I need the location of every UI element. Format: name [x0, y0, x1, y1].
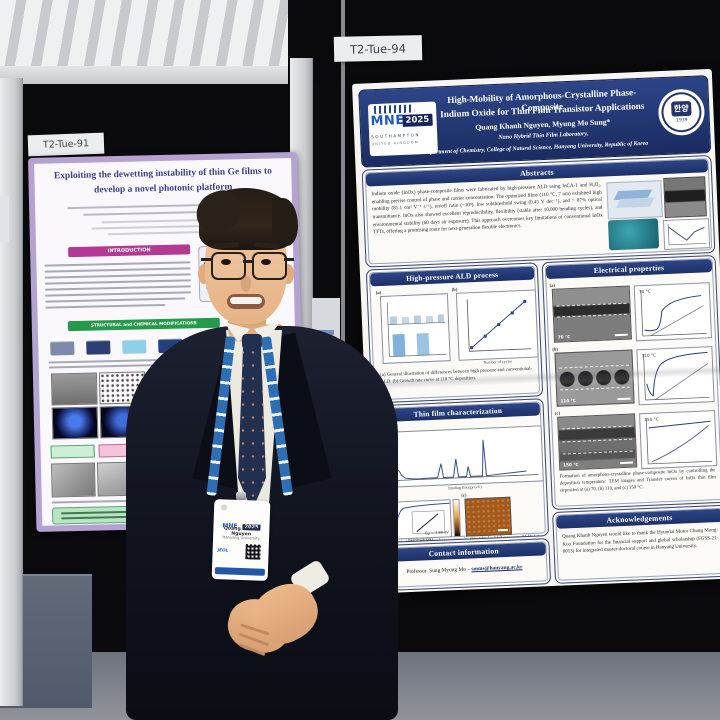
badge-affiliation: Hanyang University — [222, 534, 260, 541]
tie-knot — [242, 334, 262, 349]
badge-hole — [221, 504, 228, 511]
transfer-svg — [643, 351, 710, 401]
hair-side-right — [272, 198, 298, 246]
ald-bar-charts — [379, 293, 451, 364]
growth-svg — [466, 299, 532, 352]
transfer-curve-110: 110 °C — [636, 346, 715, 406]
board-edge-strip — [341, 0, 345, 652]
glasses-lens-left — [211, 252, 246, 280]
glasses-lens-right — [252, 252, 287, 280]
glasses-bridge — [243, 260, 252, 263]
wall-poster-fragment — [0, 196, 9, 242]
tie — [238, 346, 266, 511]
growth-rate-chart — [455, 289, 539, 361]
badge-sponsor-jeol: JEOL — [217, 547, 229, 553]
mini-graph-svg — [667, 223, 706, 246]
transfer-curve-150: 150 °C — [639, 410, 718, 470]
transfer-curve-70: 70 °C — [633, 282, 712, 342]
abstract-mini-graph — [662, 218, 711, 251]
badge-clip — [236, 492, 246, 500]
conference-badge: MNE 2025 Quang Khanh Nguyen Hanyang Univ… — [211, 499, 271, 581]
transfer-svg — [640, 290, 707, 337]
section-abstracts: Abstracts Indium oxide (InOx) phase-comp… — [361, 155, 716, 268]
section-electrical: Electrical properties (a) 70 °C 70 °C (b… — [541, 254, 720, 510]
eye-right — [261, 259, 271, 265]
mouth-smile — [227, 294, 265, 309]
teeth — [230, 296, 262, 304]
transfer-svg — [645, 417, 713, 465]
ceiling-panels — [0, 0, 312, 68]
nose — [241, 276, 251, 292]
ald-bars-svg — [386, 302, 447, 358]
section-thin-film: Thin film characterization (a) Intensity… — [371, 398, 550, 544]
badge-role-bar — [215, 567, 265, 576]
glasses-temple-right — [284, 258, 294, 261]
eye-left — [221, 259, 231, 265]
right-poster: MNE 2025 SOUTHAMPTON UNITED KINGDOM 한양 1… — [352, 68, 720, 594]
badge-qr-code — [245, 544, 261, 560]
glasses-temple-left — [201, 258, 211, 261]
section-ald-process: High-pressure ALD process (a) (b) — [365, 262, 544, 404]
